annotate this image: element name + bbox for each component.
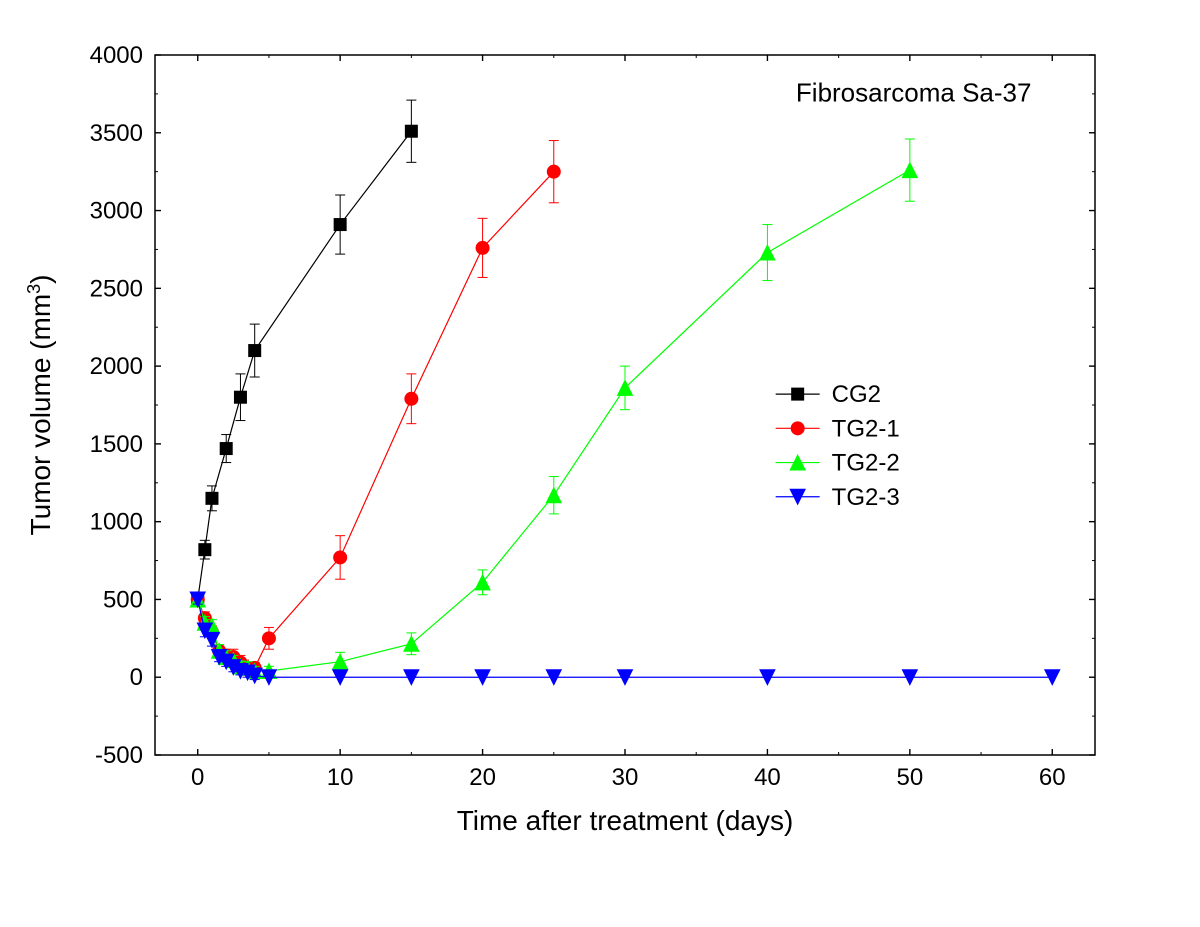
y-tick-label: 3500 <box>90 120 143 147</box>
y-tick-label: 4000 <box>90 42 143 69</box>
y-tick-label: 3000 <box>90 198 143 225</box>
x-tick-label: 10 <box>327 764 354 791</box>
legend-label: TG2-1 <box>832 415 900 442</box>
x-tick-label: 60 <box>1039 764 1066 791</box>
y-tick-label: 0 <box>130 664 143 691</box>
x-axis-label: Time after treatment (days) <box>457 805 794 836</box>
legend-label: TG2-3 <box>832 484 900 511</box>
y-tick-label: 1500 <box>90 431 143 458</box>
legend-label: TG2-2 <box>832 450 900 477</box>
y-tick-label: 2000 <box>90 353 143 380</box>
chart-container: 0 10 20 30 40 50 60 -500 0 500 1000 1500 2000 2500 300… <box>0 0 1200 927</box>
y-tick-label: 2500 <box>90 275 143 302</box>
legend-label: CG2 <box>832 381 881 408</box>
y-tick-label: -500 <box>95 742 143 769</box>
y-tick-label: 500 <box>103 586 143 613</box>
chart-annotation: Fibrosarcoma Sa-37 <box>796 78 1032 108</box>
y-tick-label: 1000 <box>90 509 143 536</box>
x-tick-label: 0 <box>191 764 204 791</box>
x-tick-label: 20 <box>469 764 496 791</box>
y-axis-label: Tumor volume (mm3) <box>24 275 56 536</box>
chart-svg: 0 10 20 30 40 50 60 -500 0 500 1000 1500 2000 2500 300… <box>0 0 1200 927</box>
x-tick-label: 30 <box>612 764 639 791</box>
x-tick-label: 50 <box>896 764 923 791</box>
x-tick-label: 40 <box>754 764 781 791</box>
